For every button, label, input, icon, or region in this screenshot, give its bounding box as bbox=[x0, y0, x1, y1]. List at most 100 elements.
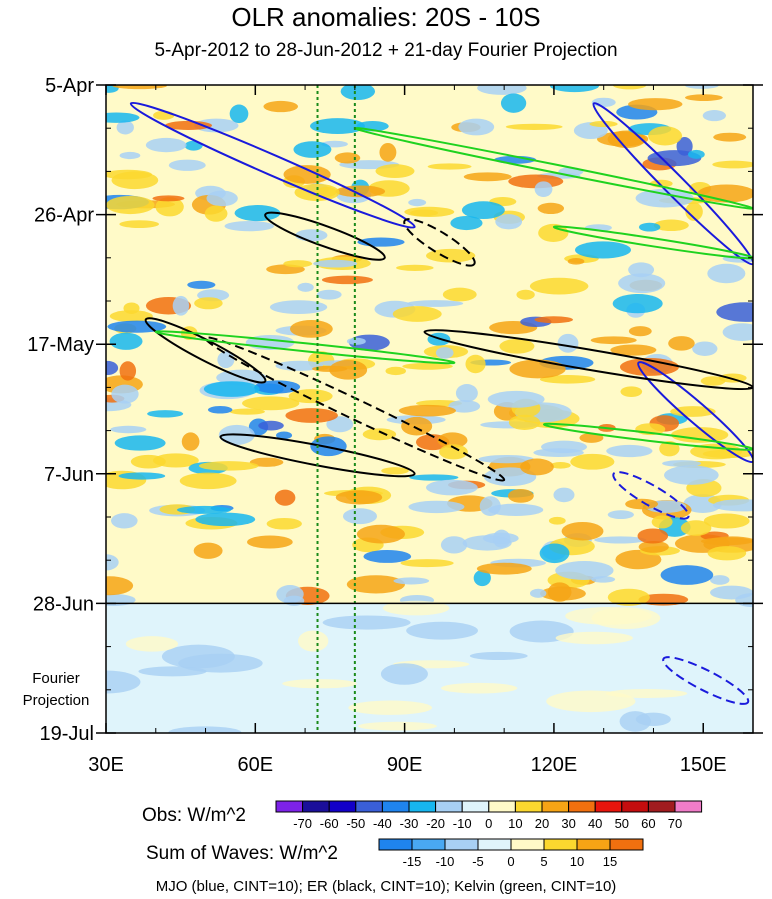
anomaly-blob bbox=[455, 384, 478, 403]
anomaly-blob bbox=[610, 344, 657, 356]
chart-title: OLR anomalies: 20S - 10S bbox=[231, 2, 541, 32]
obs-colorbar-tick-label: -30 bbox=[400, 816, 419, 831]
x-tick-label: 30E bbox=[88, 754, 124, 776]
anomaly-blob bbox=[176, 505, 232, 514]
anomaly-blob bbox=[473, 569, 491, 587]
projection-blob bbox=[168, 726, 242, 733]
anomaly-blob bbox=[283, 165, 331, 184]
anomaly-blob bbox=[500, 93, 527, 113]
anomaly-blob bbox=[651, 515, 673, 529]
waves-colorbar-tick-label: 0 bbox=[507, 854, 514, 869]
anomaly-blob bbox=[479, 496, 501, 516]
obs-colorbar-tick-label: 30 bbox=[561, 816, 575, 831]
waves-legend-label: Sum of Waves: W/m^2 bbox=[146, 843, 338, 864]
anomaly-blob bbox=[172, 295, 190, 316]
anomaly-blob bbox=[702, 110, 726, 122]
anomaly-blob bbox=[529, 277, 589, 295]
anomaly-blob bbox=[276, 585, 304, 604]
anomaly-blob bbox=[408, 500, 465, 514]
waves-colorbar-swatch bbox=[378, 838, 413, 851]
anomaly-blob bbox=[198, 461, 259, 471]
anomaly-blob bbox=[106, 195, 155, 215]
er-contour bbox=[423, 329, 753, 391]
anomaly-blob bbox=[229, 104, 249, 124]
anomaly-blob bbox=[463, 172, 512, 182]
waves-colorbar-swatch bbox=[609, 838, 644, 851]
anomaly-blob bbox=[402, 362, 453, 370]
projection-blob bbox=[106, 670, 141, 694]
anomaly-blob bbox=[638, 222, 661, 232]
anomaly-blob bbox=[289, 319, 333, 338]
anomaly-blob bbox=[612, 293, 663, 314]
anomaly-blob bbox=[119, 361, 137, 381]
x-tick-label: 150E bbox=[680, 754, 727, 776]
anomaly-blob bbox=[707, 263, 746, 284]
anomaly-blob bbox=[187, 280, 216, 289]
anomaly-blob bbox=[722, 323, 753, 341]
anomaly-blob bbox=[548, 516, 566, 525]
anomaly-blob bbox=[203, 381, 260, 397]
anomaly-blob bbox=[145, 137, 187, 153]
anomaly-blob bbox=[179, 472, 237, 490]
anomaly-blob bbox=[168, 159, 206, 171]
er-contour bbox=[219, 433, 416, 478]
anomaly-blob bbox=[439, 444, 468, 460]
obs-colorbar-tick-label: 20 bbox=[535, 816, 549, 831]
y-tick-label: 26-Apr bbox=[34, 205, 94, 227]
waves-colorbar-swatch bbox=[510, 838, 545, 851]
fourier-label: Fourier Projection bbox=[12, 668, 100, 712]
obs-colorbar-swatch bbox=[594, 800, 623, 813]
anomaly-blob bbox=[476, 562, 532, 575]
obs-colorbar-swatch bbox=[461, 800, 490, 813]
anomaly-blob bbox=[242, 396, 300, 411]
anomaly-blob bbox=[505, 123, 563, 130]
anomaly-blob bbox=[427, 163, 472, 170]
anomaly-blob bbox=[116, 120, 134, 135]
obs-legend-label: Obs: W/m^2 bbox=[142, 805, 246, 826]
anomaly-blob bbox=[499, 338, 535, 354]
anomaly-blob bbox=[258, 420, 284, 431]
anomaly-blob bbox=[375, 164, 415, 179]
anomaly-blob bbox=[152, 453, 199, 468]
projection-blob bbox=[282, 679, 357, 689]
projection-blob bbox=[178, 653, 263, 673]
anomaly-blob bbox=[638, 593, 689, 606]
anomaly-blob bbox=[321, 275, 373, 285]
obs-colorbar-swatch bbox=[568, 800, 596, 813]
anomaly-blob bbox=[408, 198, 427, 207]
projection-blob bbox=[635, 712, 671, 726]
anomaly-blob bbox=[638, 540, 669, 553]
anomaly-blob bbox=[579, 432, 604, 443]
projection-blob bbox=[605, 689, 688, 699]
anomaly-blob bbox=[450, 215, 483, 231]
anomaly-blob bbox=[249, 457, 284, 467]
obs-colorbar-tick-label: -40 bbox=[373, 816, 392, 831]
anomaly-blob bbox=[509, 359, 566, 379]
anomaly-blob bbox=[106, 112, 140, 123]
projection-blob bbox=[555, 631, 633, 645]
anomaly-blob bbox=[712, 160, 753, 169]
projection-blob bbox=[358, 721, 437, 731]
fourier-label-line1: Fourier bbox=[32, 670, 80, 687]
anomaly-blob bbox=[385, 366, 406, 376]
anomaly-blob bbox=[628, 326, 652, 337]
anomaly-blob bbox=[234, 205, 281, 222]
anomaly-blob bbox=[155, 197, 184, 217]
anomaly-blob bbox=[549, 85, 600, 93]
x-tick-label: 60E bbox=[238, 754, 274, 776]
mjo-contour bbox=[612, 471, 690, 520]
anomaly-blob bbox=[112, 85, 167, 90]
obs-colorbar-tick-label: 50 bbox=[615, 816, 629, 831]
anomaly-blob bbox=[561, 521, 604, 541]
waves-colorbar-tick-label: 10 bbox=[570, 854, 584, 869]
anomaly-blob bbox=[426, 248, 476, 263]
anomaly-blob bbox=[229, 408, 265, 415]
anomaly-blob bbox=[589, 120, 618, 128]
anomaly-blob bbox=[297, 282, 314, 292]
projection-blob bbox=[406, 621, 478, 640]
anomaly-blob bbox=[106, 576, 134, 596]
obs-colorbar-swatch bbox=[408, 800, 437, 813]
anomaly-blob bbox=[567, 258, 585, 265]
anomaly-blob bbox=[285, 408, 338, 423]
